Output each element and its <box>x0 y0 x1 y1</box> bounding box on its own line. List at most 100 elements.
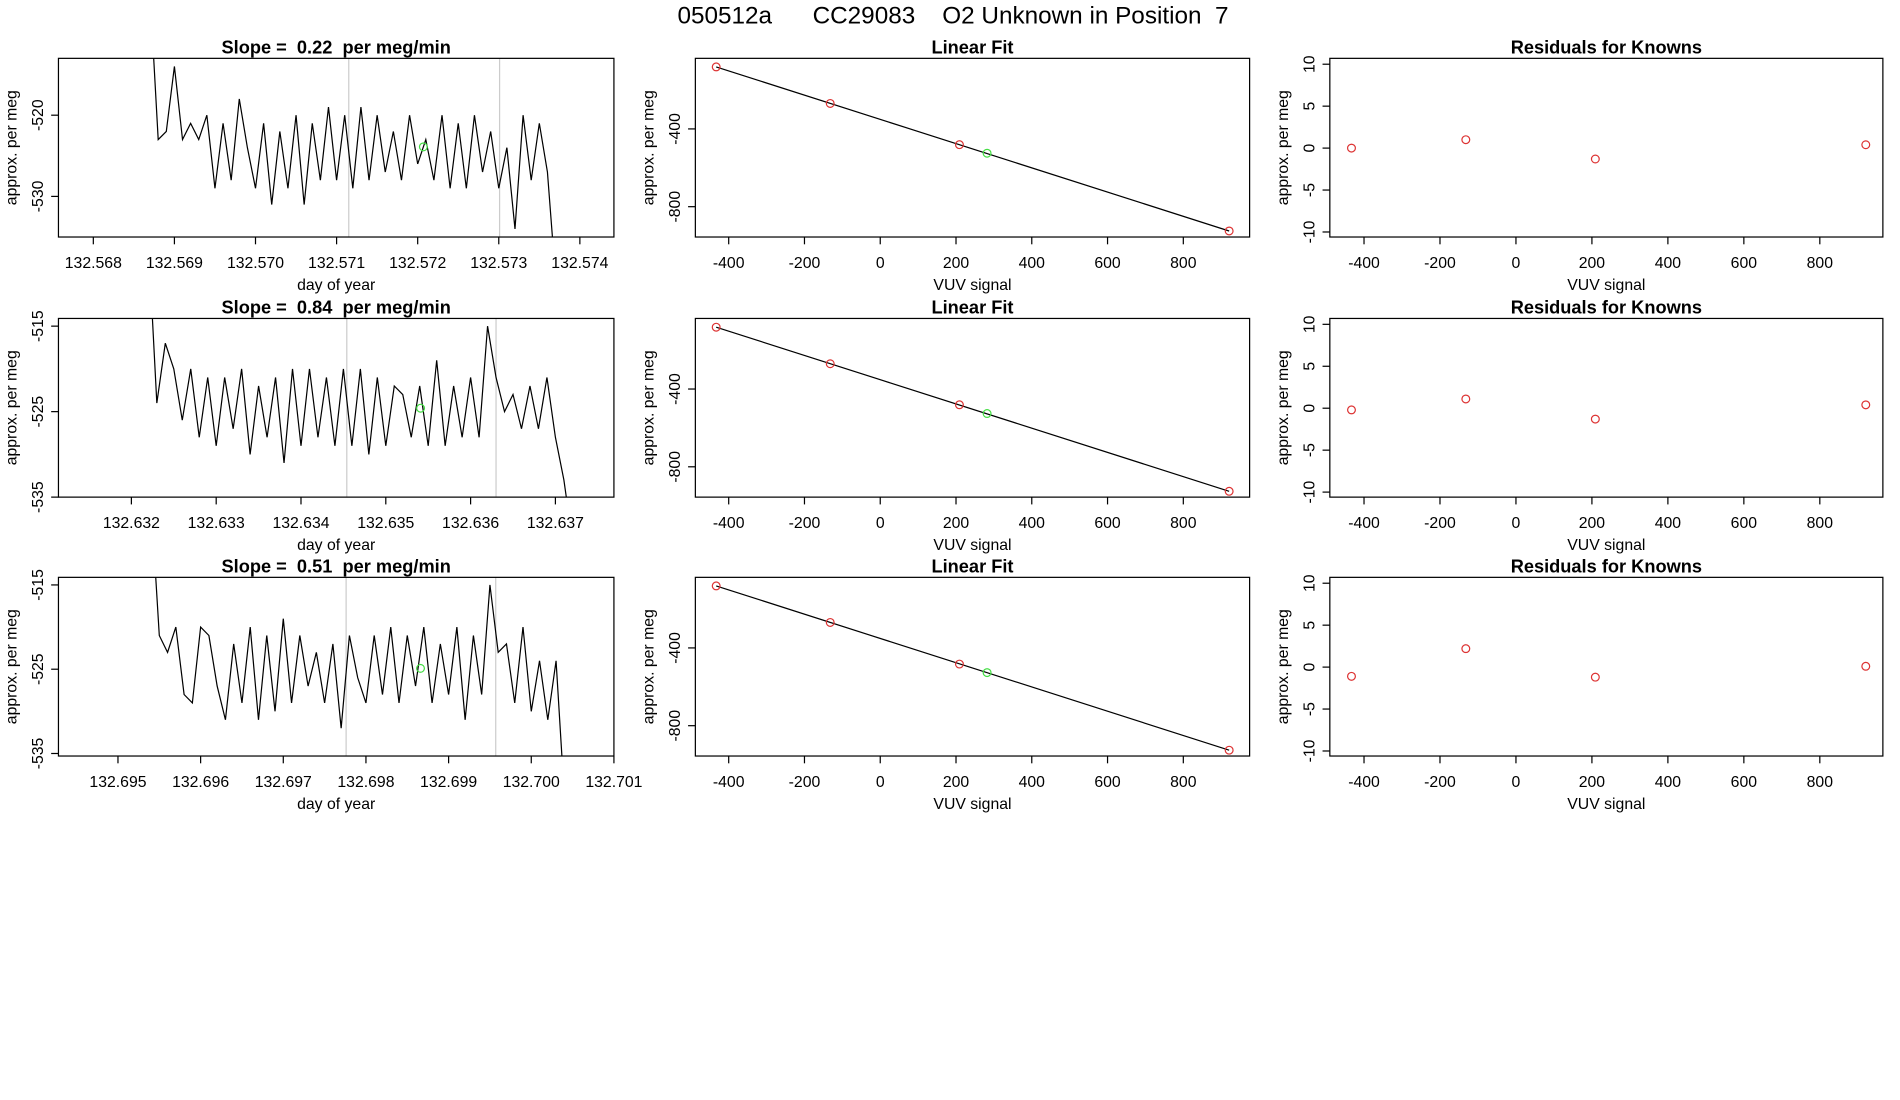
plot-frame <box>1329 317 1884 498</box>
panel <box>1346 135 1871 164</box>
y-tick-label: 10 <box>1302 574 1319 592</box>
data-point <box>1861 661 1871 671</box>
y-tick-label: -400 <box>667 632 684 664</box>
x-tick-label: 600 <box>1731 255 1758 272</box>
panel-title: Linear Fit <box>931 555 1013 576</box>
data-point <box>1590 414 1600 424</box>
y-tick-label: 0 <box>1302 404 1319 413</box>
y-tick-label: -800 <box>667 710 684 742</box>
y-tick-label: -515 <box>30 569 47 601</box>
x-axis-label: VUV signal <box>1567 277 1645 294</box>
data-point <box>982 409 992 419</box>
x-tick-label: 0 <box>1512 774 1521 791</box>
x-tick-label: 600 <box>1731 515 1758 532</box>
data-point <box>1590 154 1600 164</box>
data-point <box>416 403 426 413</box>
x-tick-label: 400 <box>1655 255 1682 272</box>
x-tick-label: 132.573 <box>470 255 527 272</box>
panel <box>1346 394 1871 424</box>
data-point <box>954 140 964 150</box>
data-point <box>1590 672 1600 682</box>
panel <box>1346 644 1871 682</box>
panel-title: Linear Fit <box>931 297 1013 318</box>
y-axis-label: approx. per meg <box>3 609 20 724</box>
x-tick-label: -200 <box>789 515 821 532</box>
y-tick-label: -400 <box>667 373 684 405</box>
plot-frame <box>57 57 615 238</box>
y-tick-label: -400 <box>667 113 684 145</box>
y-tick-label: -5 <box>1302 702 1319 716</box>
y-axis-label: approx. per meg <box>3 90 20 205</box>
panel <box>711 581 1234 755</box>
data-point <box>1461 644 1471 654</box>
fit-line <box>716 66 1230 232</box>
data-point <box>416 663 425 673</box>
plot-frame <box>694 57 1251 238</box>
data-point <box>418 142 428 152</box>
x-tick-label: 132.635 <box>357 515 414 532</box>
data-point <box>1346 143 1356 153</box>
panel <box>711 322 1234 496</box>
series-line <box>153 58 554 238</box>
data-point <box>1861 400 1871 410</box>
x-tick-label: 132.633 <box>188 515 245 532</box>
data-point <box>825 359 835 369</box>
x-tick-label: -200 <box>789 255 821 272</box>
x-axis-label: VUV signal <box>933 537 1011 554</box>
x-tick-label: 132.697 <box>255 774 312 791</box>
data-point <box>825 617 835 627</box>
y-axis-label: approx. per meg <box>640 609 657 724</box>
panel <box>153 58 554 238</box>
y-tick-label: 5 <box>1302 102 1319 111</box>
panel <box>711 62 1234 236</box>
plot-frame <box>694 576 1251 757</box>
y-tick-label: -800 <box>667 191 684 223</box>
y-tick-label: 5 <box>1302 362 1319 371</box>
panel-title: Residuals for Knowns <box>1511 297 1702 318</box>
panel-title: Slope = 0.22 per meg/min <box>222 36 451 57</box>
panel-title: Residuals for Knowns <box>1511 555 1702 576</box>
x-tick-label: -200 <box>1424 515 1456 532</box>
series-line <box>155 577 563 757</box>
x-tick-label: 0 <box>876 255 885 272</box>
y-axis-label: approx. per meg <box>1275 350 1292 465</box>
data-point <box>954 659 964 669</box>
y-axis-label: approx. per meg <box>1275 609 1292 724</box>
x-tick-label: 600 <box>1094 515 1121 532</box>
plot-frame <box>1329 57 1884 238</box>
x-tick-label: -400 <box>1348 774 1380 791</box>
x-tick-label: 132.568 <box>65 255 122 272</box>
y-tick-label: -530 <box>30 180 47 212</box>
data-point <box>1224 226 1234 236</box>
y-tick-label: -800 <box>667 451 684 483</box>
x-tick-label: 800 <box>1170 255 1197 272</box>
x-tick-label: -400 <box>713 255 745 272</box>
x-axis-label: day of year <box>297 796 375 813</box>
panel-title: Linear Fit <box>931 36 1013 57</box>
x-axis-label: day of year <box>297 537 375 554</box>
x-axis-label: VUV signal <box>1567 537 1645 554</box>
panel-title: Slope = 0.84 per meg/min <box>222 297 451 318</box>
y-tick-label: -525 <box>30 653 47 685</box>
data-point <box>954 400 964 410</box>
data-point <box>1346 671 1356 681</box>
y-tick-label: 0 <box>1302 143 1319 152</box>
y-tick-label: 10 <box>1302 315 1319 333</box>
x-tick-label: 132.701 <box>585 774 642 791</box>
plot-frame <box>57 576 615 757</box>
fit-line <box>716 585 1230 751</box>
x-tick-label: 132.569 <box>146 255 203 272</box>
x-tick-label: 132.574 <box>551 255 608 272</box>
x-tick-label: 800 <box>1807 515 1834 532</box>
x-tick-label: 800 <box>1170 515 1197 532</box>
panel-title: Residuals for Knowns <box>1511 36 1702 57</box>
x-tick-label: 132.698 <box>337 774 394 791</box>
data-point <box>711 322 721 332</box>
data-point <box>711 581 721 591</box>
x-axis-label: day of year <box>297 277 375 294</box>
panel-title: Slope = 0.51 per meg/min <box>222 555 451 576</box>
data-point <box>1224 745 1234 755</box>
x-tick-label: 600 <box>1094 774 1121 791</box>
